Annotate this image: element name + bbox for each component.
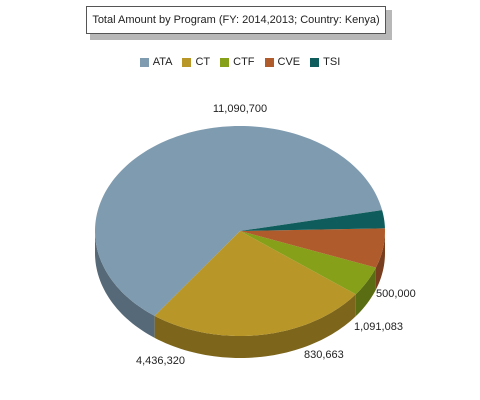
value-label-ctf: 830,663 — [304, 349, 344, 361]
value-label-ata: 11,090,700 — [213, 103, 267, 115]
value-label-cve: 1,091,083 — [354, 321, 403, 333]
pie-slices — [95, 126, 385, 336]
value-label-tsi: 500,000 — [376, 288, 416, 300]
value-label-ct: 4,436,320 — [136, 355, 185, 367]
